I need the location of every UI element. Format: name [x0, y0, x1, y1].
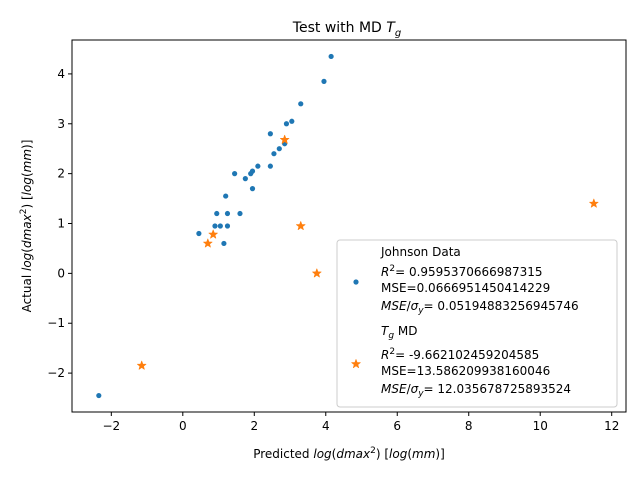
data-point-johnson-data [196, 230, 202, 237]
data-point-johnson-data [267, 163, 273, 169]
x-axis-label: Predicted log(dmax2) [log(mm)] [253, 446, 445, 461]
x-tick-label: −2 [102, 419, 120, 433]
y-tick-label: 1 [57, 217, 65, 231]
data-point-johnson-data [271, 151, 277, 157]
data-point-johnson-data [276, 146, 282, 152]
legend-marker-johnson-data [353, 279, 359, 285]
chart-title: Test with MD Tg [292, 20, 401, 39]
legend-mse-sigma-tg-md: MSE/σy= 12.035678725893524 [381, 382, 571, 399]
y-tick-label: 3 [57, 117, 65, 131]
y-tick-label: 4 [57, 67, 65, 81]
x-tick-label: 8 [465, 419, 473, 433]
data-point-johnson-data [217, 223, 223, 229]
legend-r2-tg-md: R2= -9.662102459204585 [381, 347, 539, 362]
legend-entry-johnson-data: Johnson Data R2= 0.9595370666987315 MSE=… [353, 245, 579, 316]
y-tick-label: −2 [47, 366, 65, 380]
series-md [137, 134, 599, 370]
y-axis-label: Actual log(dmax2) [log(mm)] [19, 140, 34, 313]
legend-mse-tg-md: MSE=13.586209938160046 [381, 364, 550, 378]
data-point-johnson-data [255, 163, 261, 169]
legend-r2-johnson-data: R2= 0.9595370666987315 [381, 264, 543, 279]
data-point-johnson-data [212, 223, 218, 229]
data-point-johnson-data [232, 171, 238, 177]
data-point-md [296, 221, 306, 231]
y-tick-label: 2 [57, 167, 65, 181]
data-point-johnson-data [249, 186, 256, 192]
legend-label-johnson-data: Johnson Data [380, 245, 461, 259]
y-tick-label: 0 [57, 266, 65, 280]
data-point-johnson-data [221, 240, 227, 247]
data-point-johnson-data [289, 118, 295, 124]
data-point-johnson-data [237, 210, 243, 217]
data-point-johnson-data [242, 176, 248, 182]
data-point-md [279, 134, 290, 144]
data-point-md [312, 268, 322, 278]
data-point-md [589, 198, 599, 208]
data-point-johnson-data [224, 223, 231, 229]
data-point-md [203, 238, 213, 248]
data-point-johnson-data [267, 131, 273, 137]
data-point-johnson-data [249, 168, 256, 174]
legend-label-tg-md: Tg MD [381, 324, 417, 341]
data-point-johnson-data [283, 121, 290, 127]
data-point-johnson-data [328, 53, 334, 60]
data-point-johnson-data [224, 210, 231, 217]
legend-mse-johnson-data: MSE=0.0666951450414229 [381, 281, 550, 295]
x-tick-label: 0 [179, 419, 187, 433]
legend-entry-tg-md: Tg MD R2= -9.662102459204585 MSE=13.5862… [351, 324, 571, 399]
data-point-johnson-data [96, 392, 102, 399]
x-tick-label: 2 [250, 419, 258, 433]
data-point-johnson-data [298, 101, 304, 107]
legend-box [336, 239, 618, 408]
data-points [96, 53, 599, 399]
x-tick-label: 10 [533, 419, 548, 433]
x-tick-label: 12 [604, 419, 619, 433]
y-tick-label: −1 [47, 316, 65, 330]
data-point-md [137, 360, 147, 370]
data-point-md [208, 229, 218, 239]
legend-mse-sigma-johnson-data: MSE/σy= 0.05194883256945746 [381, 299, 579, 316]
legend: Johnson Data R2= 0.9595370666987315 MSE=… [336, 239, 618, 408]
plot-area-frame [71, 39, 627, 413]
data-point-johnson-data [223, 193, 229, 199]
data-point-johnson-data [214, 210, 220, 217]
x-tick-label: 6 [393, 419, 401, 433]
data-point-johnson-data [321, 78, 327, 84]
x-tick-label: 4 [322, 419, 330, 433]
legend-marker-tg-md [351, 359, 361, 369]
series-johnson-data [96, 53, 334, 399]
